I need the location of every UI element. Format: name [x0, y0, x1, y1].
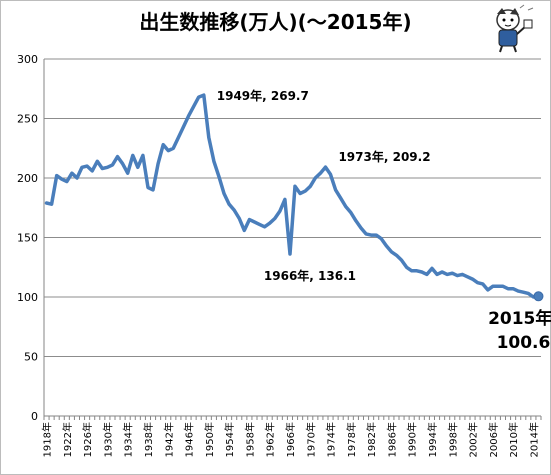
data-point-2015: [533, 291, 544, 302]
x-tick-label: 1974年: [325, 422, 338, 457]
series-line: [44, 93, 541, 299]
x-tick-label: 1954年: [223, 422, 236, 457]
x-tick-label: 1918年: [41, 422, 54, 457]
x-tick-label: 1962年: [264, 422, 277, 457]
annotation-label: 1973年, 209.2: [338, 149, 430, 164]
y-tick-label: 250: [17, 113, 38, 126]
x-tick-label: 1990年: [406, 422, 419, 457]
x-tick-label: 2010年: [507, 422, 520, 457]
x-tick-label: 1966年: [284, 422, 297, 457]
mascot-logo: [496, 4, 534, 53]
y-tick-label: 200: [17, 172, 38, 185]
x-tick-label: 1958年: [243, 422, 256, 457]
y-tick-label: 150: [17, 232, 38, 245]
x-tick-label: 1942年: [162, 422, 175, 457]
x-tick-label: 1994年: [426, 422, 439, 457]
y-tick-label: 300: [17, 53, 38, 66]
x-tick-label: 1950年: [203, 422, 216, 457]
x-tick-label: 1982年: [365, 422, 378, 457]
chart-title: 出生数推移(万人)(～2015年): [139, 10, 412, 34]
x-tick-label: 1934年: [122, 422, 135, 457]
x-tick-label: 1986年: [385, 422, 398, 457]
x-tick-label: 1998年: [446, 422, 459, 457]
y-tick-label: 50: [24, 351, 38, 364]
y-tick-label: 100: [17, 291, 38, 304]
annotation-label: 1966年, 136.1: [264, 268, 356, 283]
y-tick-label: 0: [31, 410, 38, 423]
annotation-value: 100.6: [497, 333, 551, 353]
x-tick-label: 1926年: [81, 422, 94, 457]
x-tick-label: 1970年: [304, 422, 317, 457]
x-tick-label: 1946年: [183, 422, 196, 457]
x-tick-label: 1930年: [101, 422, 114, 457]
x-tick-label: 2006年: [487, 422, 500, 457]
annotation-label: 1949年, 269.7: [217, 88, 309, 103]
x-tick-label: 1978年: [345, 422, 358, 457]
x-tick-label: 2014年: [527, 422, 540, 457]
x-tick-label: 2002年: [467, 422, 480, 457]
x-tick-label: 1938年: [142, 422, 155, 457]
x-tick-label: 1922年: [61, 422, 74, 457]
annotation-label: 2015年,: [488, 308, 551, 329]
